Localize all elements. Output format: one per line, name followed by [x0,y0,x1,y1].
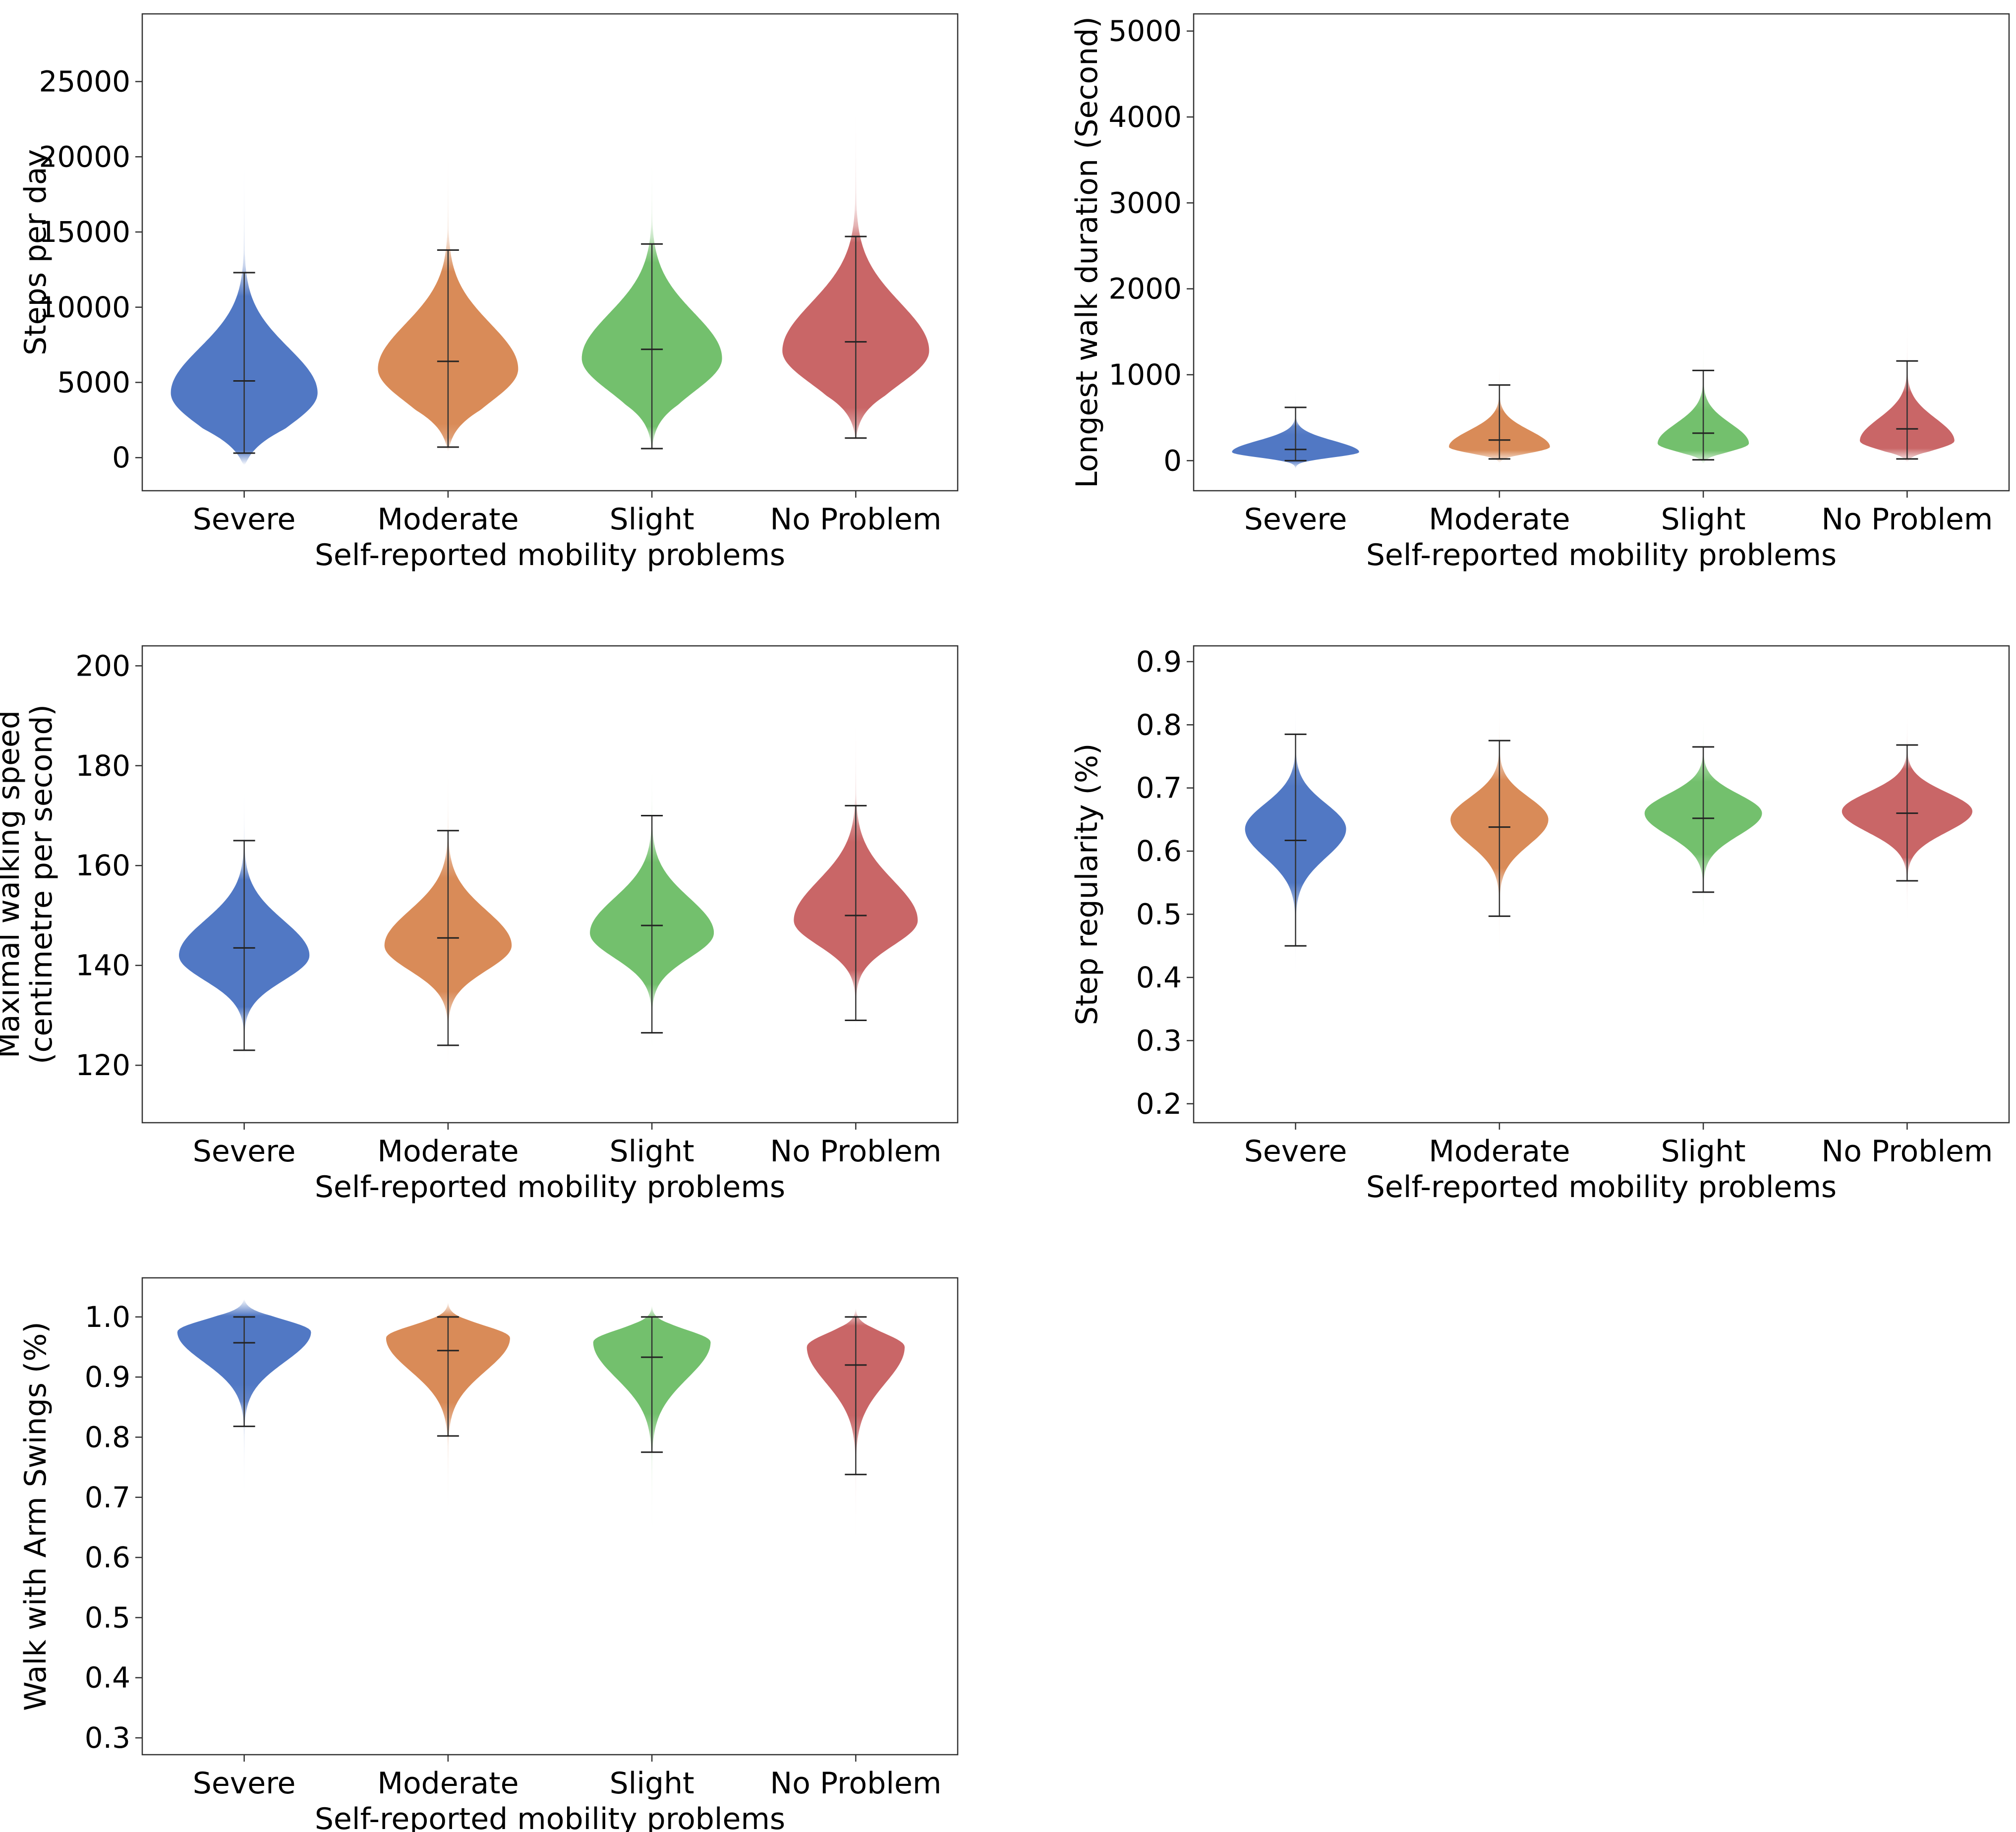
x-axis-label: Self-reported mobility problems [1366,1170,1837,1204]
x-tick-label-slight: Slight [610,1134,694,1169]
x-tick-label-slight: Slight [610,1766,694,1801]
violin-severe [177,1299,311,1708]
x-tick-label-moderate: Moderate [377,1134,518,1169]
y-tick-label: 1000 [1108,358,1182,392]
y-tick-label: 0.7 [1136,771,1182,805]
plot-frame [141,1277,959,1756]
y-tick-label: 0 [112,441,130,474]
subplot-3: 120 140 160 180 200 Severe Moderate Slight No Pr… [0,645,959,1204]
y-axis-label: Maximal walking speed [0,710,26,1058]
plot-frame [141,645,959,1124]
y-axis-label: (centimetre per second) [24,704,59,1064]
x-tick-label-moderate: Moderate [377,1766,518,1801]
x-tick-label-no-problem: No Problem [770,1134,941,1169]
y-tick-label: 0.9 [1136,645,1182,679]
x-tick-label-slight: Slight [1661,502,1746,537]
y-tick-label: 0.5 [1136,898,1182,931]
y-tick-label: 2000 [1108,272,1182,306]
x-axis-label: Self-reported mobility problems [315,1170,785,1204]
y-tick-label: 120 [75,1048,130,1082]
y-tick-label: 160 [75,849,130,882]
y-tick-label: 3000 [1108,186,1182,220]
y-axis-label: Walk with Arm Swings (%) [18,1321,53,1711]
y-tick-label: 5000 [57,366,130,400]
y-tick-label: 20000 [39,140,130,173]
violin-slight [593,1305,711,1678]
y-tick-label: 5000 [1108,14,1182,48]
x-tick-label-no-problem: No Problem [770,1766,941,1801]
x-tick-label-severe: Severe [193,1134,296,1169]
x-tick-label-severe: Severe [1244,1134,1347,1169]
y-tick-label: 0.8 [85,1420,130,1454]
plot-frame [1193,13,2010,492]
plot-frame [141,13,959,492]
y-tick-label: 0.6 [85,1541,130,1574]
violin-no-problem [806,1308,905,1738]
y-tick-label: 0.4 [1136,961,1182,994]
x-tick-label-no-problem: No Problem [770,502,941,537]
y-tick-label: 0.7 [85,1481,130,1514]
y-tick-label: 15000 [39,215,130,249]
x-axis-label: Self-reported mobility problems [315,1802,785,1832]
y-tick-label: 140 [75,949,130,982]
x-tick-label-severe: Severe [1244,502,1347,537]
x-tick-label-slight: Slight [610,502,694,537]
y-tick-label: 0 [1163,444,1182,477]
y-tick-label: 1.0 [85,1300,130,1334]
plot-frame [1193,645,2010,1124]
x-tick-label-moderate: Moderate [377,502,518,537]
x-tick-label-severe: Severe [193,502,296,537]
y-tick-label: 10000 [39,290,130,324]
y-tick-label: 0.5 [85,1601,130,1634]
x-axis-label: Self-reported mobility problems [315,538,785,572]
y-tick-label: 0.8 [1136,708,1182,742]
y-tick-label: 180 [75,749,130,783]
y-tick-label: 0.4 [85,1661,130,1695]
y-tick-label: 200 [75,649,130,683]
y-axis-label: Step regularity (%) [1070,744,1104,1026]
y-tick-label: 0.6 [1136,834,1182,868]
y-axis-label: Steps per day [18,149,53,355]
y-tick-label: 0.3 [85,1721,130,1755]
subplot-5: 0.3 0.4 0.5 0.6 0.7 0.8 0.9 1.0 Severe Moderate Sl… [18,1277,959,1832]
y-tick-label: 0.2 [1136,1087,1182,1121]
y-tick-label: 0.9 [85,1360,130,1394]
x-tick-label-severe: Severe [193,1766,296,1801]
y-tick-label: 25000 [39,65,130,99]
subplot-2: 0 1000 2000 3000 4000 5000 Severe Moderate Sligh… [1070,13,2010,572]
x-tick-label-moderate: Moderate [1429,1134,1570,1169]
y-tick-label: 4000 [1108,100,1182,134]
violin-moderate [386,1302,510,1648]
y-tick-label: 0.3 [1136,1024,1182,1057]
x-tick-label-no-problem: No Problem [1821,1134,1993,1169]
x-axis-label: Self-reported mobility problems [1366,538,1837,572]
subplot-4: 0.2 0.3 0.4 0.5 0.6 0.7 0.8 0.9 Severe Moderate Sl… [1070,645,2010,1204]
x-tick-label-slight: Slight [1661,1134,1746,1169]
x-tick-label-no-problem: No Problem [1821,502,1993,537]
y-axis-label: Longest walk duration (Second) [1070,16,1104,488]
x-tick-label-moderate: Moderate [1429,502,1570,537]
violin-no-problem [1860,125,1955,462]
